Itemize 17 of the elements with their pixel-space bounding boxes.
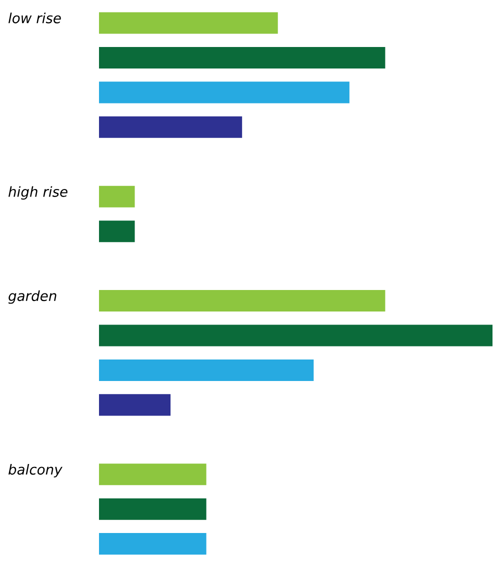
bar	[99, 12, 278, 34]
bar	[99, 359, 314, 381]
bar	[99, 186, 135, 208]
bar	[99, 220, 135, 242]
bar	[99, 290, 386, 312]
y-tick-label: low rise	[8, 12, 61, 24]
y-tick-label: balcony	[8, 464, 62, 478]
bar	[99, 324, 493, 346]
bar	[99, 82, 350, 104]
bar	[99, 464, 206, 486]
bar	[99, 394, 171, 416]
y-tick-label: high rise	[8, 186, 68, 200]
bar	[99, 116, 242, 138]
bar	[99, 498, 206, 520]
bar	[99, 46, 386, 68]
y-tick-label: garden	[8, 290, 56, 304]
bar	[99, 533, 206, 555]
